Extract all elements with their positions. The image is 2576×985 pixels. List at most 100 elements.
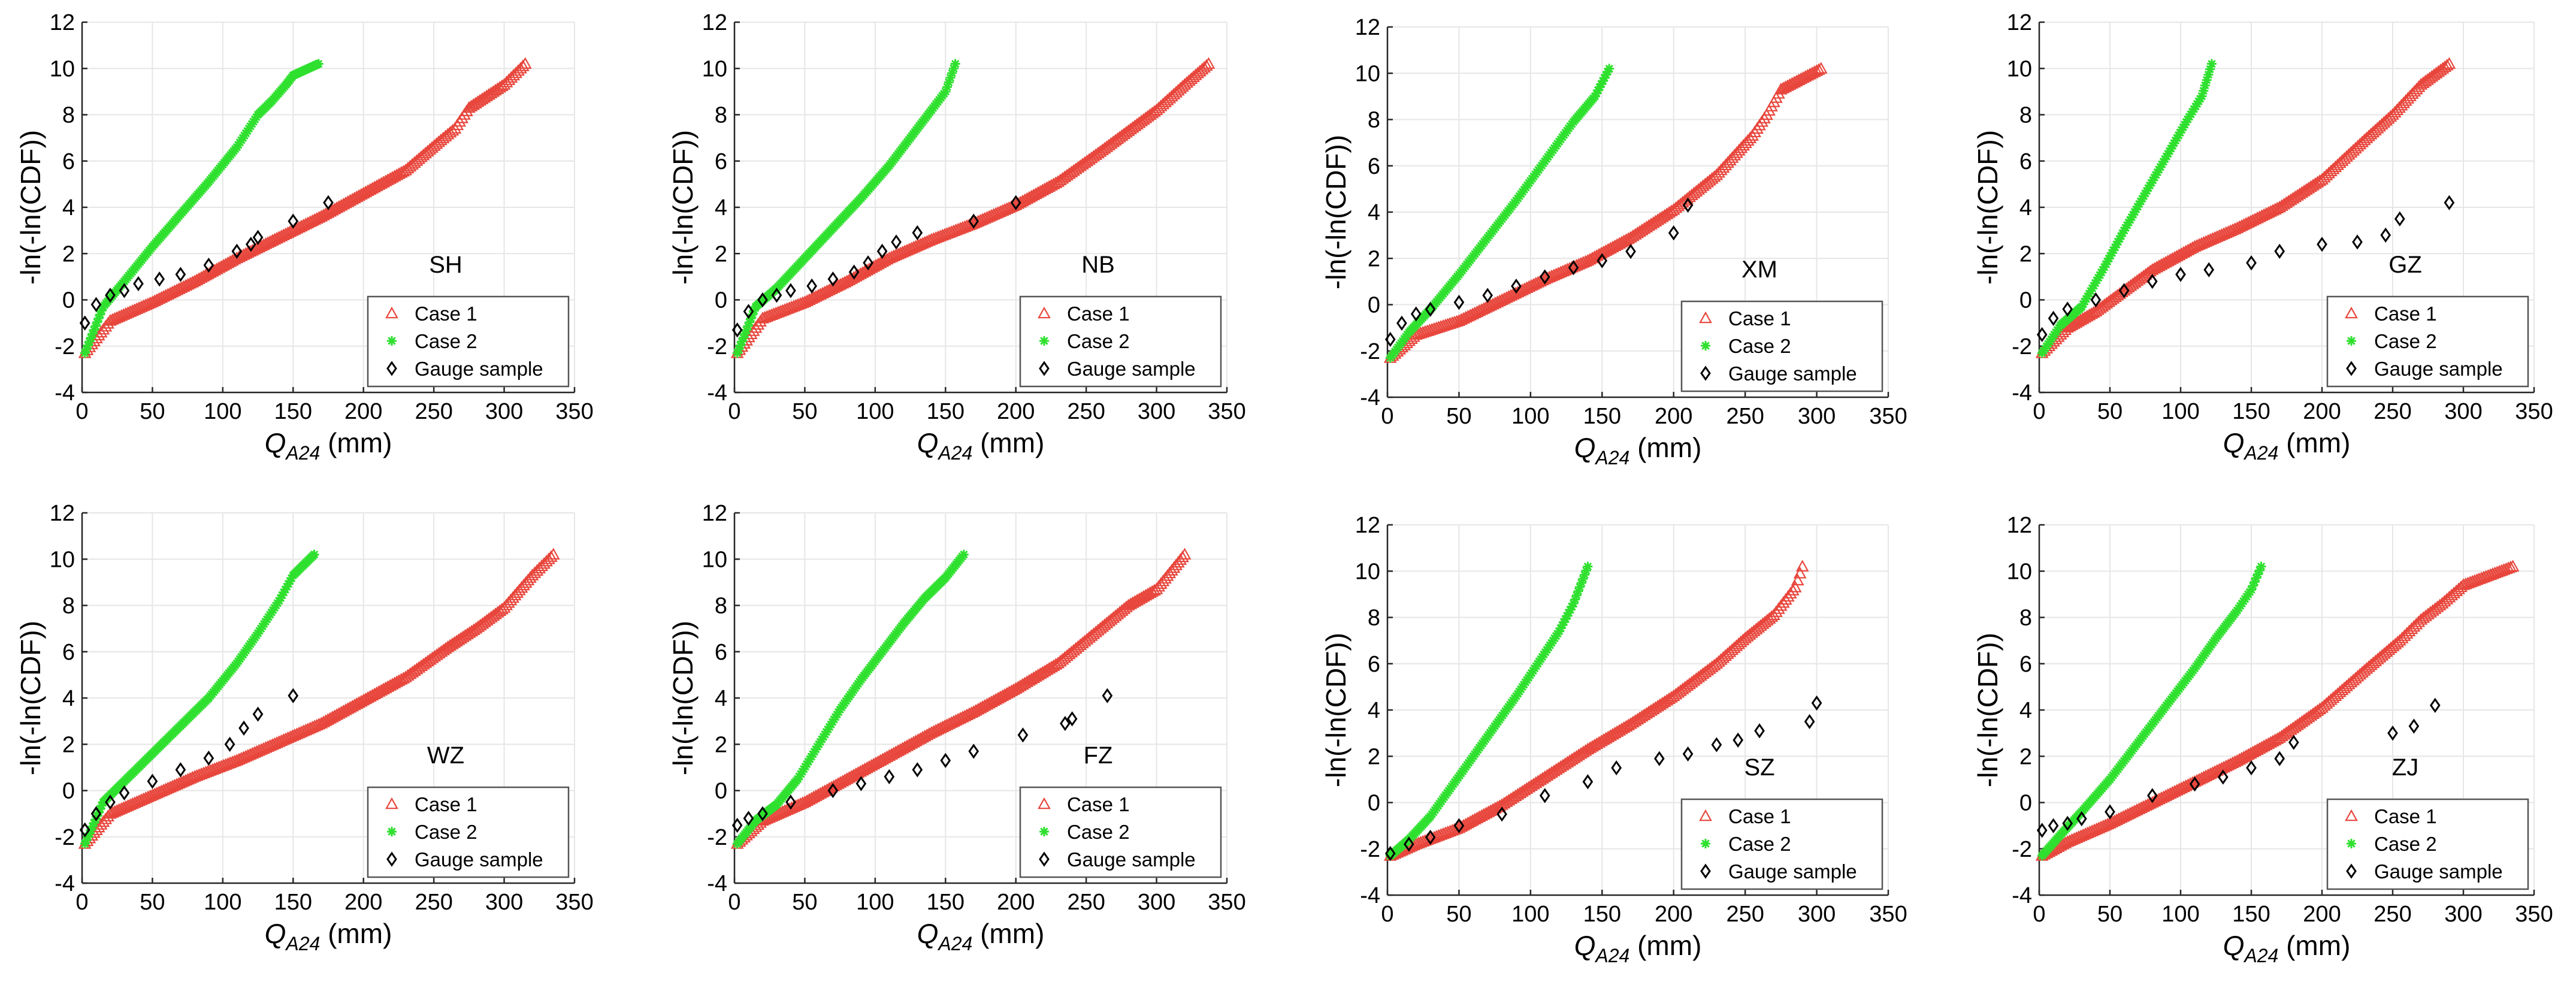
data-point xyxy=(912,762,923,778)
legend-entry: Gauge sample xyxy=(1067,358,1196,380)
data-point xyxy=(2377,116,2391,128)
data-point xyxy=(1027,188,1041,201)
data-point xyxy=(748,310,758,319)
data-point xyxy=(403,159,417,172)
y-tick-label: 2 xyxy=(62,241,75,267)
data-point xyxy=(495,79,509,92)
data-point xyxy=(731,322,743,338)
series-case-1 xyxy=(1383,62,1828,363)
data-point xyxy=(2347,144,2360,156)
data-point xyxy=(2375,648,2389,661)
data-point xyxy=(2351,669,2365,682)
data-point xyxy=(1570,594,1580,605)
data-point xyxy=(199,268,213,280)
data-point xyxy=(2353,667,2367,680)
legend-entry: Case 1 xyxy=(1067,303,1130,325)
data-point xyxy=(876,753,890,765)
data-point xyxy=(1152,101,1166,113)
legend: Case 1 Case 2 Gauge sample xyxy=(1019,295,1222,388)
x-tick-label: 150 xyxy=(1583,404,1621,429)
data-point xyxy=(1169,86,1183,98)
data-point xyxy=(350,190,364,203)
legend: Case 1 Case 2 Gauge sample xyxy=(1680,798,1883,890)
data-point xyxy=(1180,75,1194,88)
data-point xyxy=(2322,167,2336,179)
data-point xyxy=(2251,573,2261,583)
legend-box xyxy=(1680,798,1883,890)
data-point xyxy=(1598,76,1608,86)
y-tick-label: 8 xyxy=(2019,606,2032,631)
x-axis-label-sub: A24 xyxy=(1594,945,1629,966)
data-point xyxy=(1024,189,1038,202)
data-point xyxy=(379,174,392,186)
data-point xyxy=(214,259,228,272)
data-point xyxy=(757,292,768,308)
data-point xyxy=(195,271,208,283)
data-point xyxy=(390,675,404,687)
data-point xyxy=(2412,80,2426,92)
data-point xyxy=(2315,700,2329,713)
x-tick-label: 250 xyxy=(2374,399,2411,424)
data-point xyxy=(1583,561,1593,572)
data-point xyxy=(863,760,876,772)
data-point xyxy=(2342,677,2356,690)
data-point xyxy=(407,156,421,168)
y-tick-label: 6 xyxy=(715,640,727,665)
data-point xyxy=(1403,836,1414,852)
legend-entry: Case 2 xyxy=(2374,833,2437,855)
legend-entry: Case 2 xyxy=(1067,821,1130,843)
station-name: XM xyxy=(1741,256,1777,283)
data-point xyxy=(1384,331,1396,348)
y-tick-label: 8 xyxy=(2019,103,2032,128)
data-point xyxy=(907,735,921,748)
y-tick-label: 4 xyxy=(1368,200,1380,225)
data-point xyxy=(208,264,222,276)
data-point xyxy=(89,325,99,335)
data-point xyxy=(350,697,364,709)
data-point xyxy=(2440,593,2454,605)
data-point xyxy=(2326,691,2340,703)
data-point xyxy=(2105,804,2115,820)
data-point xyxy=(332,706,346,719)
data-point xyxy=(1482,288,1493,303)
legend-entry: Case 1 xyxy=(1728,307,1791,330)
data-point xyxy=(1622,232,1635,244)
y-tick-label: 6 xyxy=(1368,154,1380,179)
data-point xyxy=(1060,715,1071,732)
data-point xyxy=(860,264,874,276)
data-point xyxy=(388,676,401,688)
x-tick-label: 250 xyxy=(1067,890,1105,915)
data-point xyxy=(1600,73,1610,83)
data-point xyxy=(328,202,341,214)
data-point xyxy=(330,708,344,720)
data-point xyxy=(2331,687,2344,699)
data-point xyxy=(2048,310,2059,327)
data-point xyxy=(1568,260,1579,276)
data-point xyxy=(2199,86,2209,96)
y-tick-label: 2 xyxy=(1368,246,1380,271)
data-point xyxy=(833,776,847,788)
data-point xyxy=(785,283,796,298)
x-tick-label: 100 xyxy=(856,399,894,424)
data-point xyxy=(1723,645,1737,657)
data-point xyxy=(1556,623,1566,633)
data-point xyxy=(2331,158,2344,170)
data-point xyxy=(192,272,206,284)
x-axis-label: QA24 (mm) xyxy=(265,918,392,954)
y-tick-label: 6 xyxy=(2019,652,2032,677)
data-point xyxy=(940,753,951,768)
data-point xyxy=(2369,654,2383,666)
data-point xyxy=(339,196,352,209)
data-point xyxy=(2217,769,2229,785)
data-point xyxy=(2382,643,2396,655)
data-point xyxy=(909,734,923,747)
data-point xyxy=(201,267,215,279)
legend-entry: Case 2 xyxy=(2374,330,2437,352)
panel-gz: 0 50 100 150 200 250 300 350 -4 -2 0 2 4 6 8 10 12 -ln(-l… xyxy=(1972,10,2553,464)
data-point xyxy=(84,829,95,838)
x-tick-label: 150 xyxy=(927,399,965,424)
x-tick-label: 0 xyxy=(2033,902,2045,927)
data-point xyxy=(79,315,90,331)
data-point xyxy=(410,154,424,166)
